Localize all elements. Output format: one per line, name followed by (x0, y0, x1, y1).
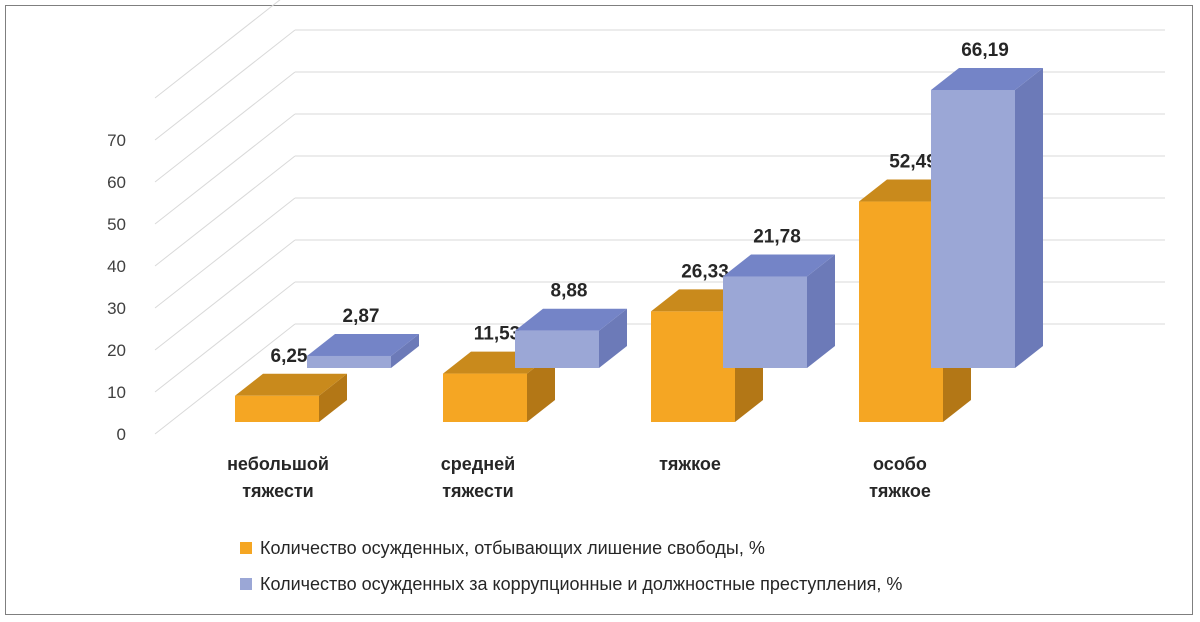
bar-top-s1-c1 (235, 373, 347, 396)
gridline-side-70 (154, 29, 296, 141)
bar-side-s1-c1 (319, 373, 347, 422)
y-tick-label: 30 (107, 299, 126, 318)
legend-item-series-2: Количество осужденных за коррупционные и… (240, 566, 902, 602)
gridline-side-50 (154, 113, 296, 225)
bar-s1-c3 (651, 311, 735, 422)
bar-top-s2-c2 (515, 308, 627, 331)
legend-label-series-2: Количество осужденных за коррупционные и… (260, 573, 903, 594)
gridline-side-40 (154, 155, 296, 267)
category-label-2: средней (441, 454, 515, 474)
category-label-3: тяжкое (659, 454, 721, 474)
bar-top-s2-c4 (931, 68, 1043, 91)
bar-s1-c2 (443, 373, 527, 422)
y-tick-label: 10 (107, 383, 126, 402)
data-label-s1-c2: 11,53 (474, 324, 521, 345)
bar-side-s1-c2 (527, 351, 555, 422)
category-label-1: тяжести (242, 481, 314, 501)
legend-swatch-series-2 (240, 578, 252, 590)
bar-side-s2-c2 (599, 308, 627, 368)
bar-s2-c2 (515, 330, 599, 368)
gridline-side-20 (154, 239, 296, 351)
gridline-side-30 (154, 197, 296, 309)
category-label-1: небольшой (227, 454, 329, 474)
bar-s2-c3 (723, 276, 807, 368)
bar-top-s2-c1 (307, 333, 419, 356)
bar-s1-c4 (859, 201, 943, 422)
data-label-s1-c1: 6,25 (271, 346, 308, 367)
gridline-side-0 (154, 323, 296, 435)
bar-s2-c1 (307, 355, 391, 368)
y-tick-label: 40 (107, 257, 126, 276)
legend: Количество осужденных, отбывающих лишени… (240, 530, 902, 602)
data-label-s1-c3: 26,33 (681, 261, 729, 282)
data-label-s2-c1: 2,87 (343, 306, 380, 327)
category-label-2: тяжести (442, 481, 514, 501)
y-tick-label: 50 (107, 215, 126, 234)
bar-side-s2-c1 (391, 333, 419, 368)
bar-top-s2-c3 (723, 254, 835, 277)
data-label-s2-c4: 66,19 (961, 40, 1009, 61)
legend-swatch-series-1 (240, 542, 252, 554)
y-tick-label: 20 (107, 341, 126, 360)
y-tick-label: 60 (107, 173, 126, 192)
y-tick-label: 0 (117, 425, 126, 444)
y-tick-label: 70 (107, 131, 126, 150)
bar-s2-c4 (931, 90, 1015, 368)
bar-s1-c1 (235, 395, 319, 422)
legend-item-series-1: Количество осужденных, отбывающих лишени… (240, 530, 902, 566)
data-label-s1-c4: 52,49 (889, 152, 937, 173)
gridline-side-10 (154, 281, 296, 393)
category-label-4: особо (873, 454, 927, 474)
data-label-s2-c2: 8,88 (551, 281, 588, 302)
legend-label-series-1: Количество осужденных, отбывающих лишени… (260, 537, 765, 558)
bar-side-s2-c3 (807, 254, 835, 368)
data-label-s2-c3: 21,78 (753, 227, 801, 248)
bar-side-s2-c4 (1015, 68, 1043, 368)
gridline-side-60 (154, 71, 296, 183)
category-label-4: тяжкое (869, 481, 931, 501)
gridline-side-top (154, 0, 281, 99)
